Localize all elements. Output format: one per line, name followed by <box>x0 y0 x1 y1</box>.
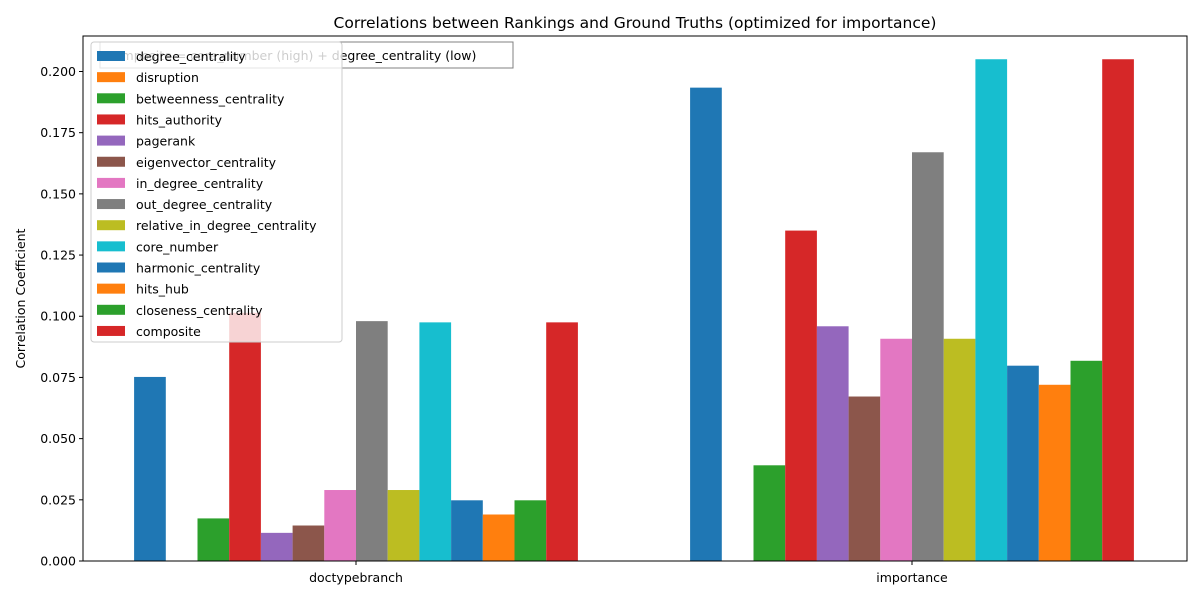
bar-composite-importance <box>1102 59 1134 561</box>
legend-swatch-out_degree_centrality <box>97 199 125 210</box>
bar-relative_in_degree_centrality-doctypebranch <box>387 490 420 561</box>
x-tick-label: importance <box>876 570 948 585</box>
y-tick-label: 0.175 <box>40 125 76 140</box>
bar-in_degree_centrality-importance <box>880 338 912 561</box>
bar-closeness_centrality-doctypebranch <box>514 500 547 561</box>
bar-core_number-doctypebranch <box>419 322 452 561</box>
y-tick-label: 0.075 <box>40 370 76 385</box>
y-tick-label: 0.200 <box>40 64 76 79</box>
bar-degree_centrality-importance <box>690 87 722 561</box>
legend-label-in_degree_centrality: in_degree_centrality <box>136 176 264 191</box>
bar-degree_centrality-doctypebranch <box>134 376 166 561</box>
y-tick-label: 0.150 <box>40 186 76 201</box>
legend-swatch-in_degree_centrality <box>97 177 125 188</box>
bar-harmonic_centrality-importance <box>1007 365 1039 561</box>
legend-label-out_degree_centrality: out_degree_centrality <box>136 197 273 212</box>
bar-pagerank-doctypebranch <box>260 532 293 561</box>
bars-group <box>134 59 1134 561</box>
legend-swatch-relative_in_degree_centrality <box>97 220 125 231</box>
legend-label-hits_authority: hits_authority <box>136 112 223 127</box>
legend-label-composite: composite <box>136 324 201 339</box>
legend: degree_centrality disruption betweenness_c… <box>90 41 343 343</box>
legend-swatch-core_number <box>97 241 125 252</box>
legend-swatch-eigenvector_centrality <box>97 156 125 167</box>
legend-label-closeness_centrality: closeness_centrality <box>136 303 263 318</box>
bar-hits_authority-importance <box>785 230 817 561</box>
y-tick-label: 0.050 <box>40 431 76 446</box>
bar-out_degree_centrality-importance <box>912 152 944 561</box>
chart-title: Correlations between Rankings and Ground… <box>334 14 937 32</box>
legend-swatch-composite <box>97 325 125 336</box>
bar-harmonic_centrality-doctypebranch <box>451 500 483 561</box>
bar-core_number-importance <box>975 59 1008 561</box>
legend-label-relative_in_degree_centrality: relative_in_degree_centrality <box>136 218 317 233</box>
legend-label-hits_hub: hits_hub <box>136 282 189 297</box>
plot-frame <box>82 35 1188 562</box>
legend-label-eigenvector_centrality: eigenvector_centrality <box>136 155 277 170</box>
bar-out_degree_centrality-doctypebranch <box>356 321 388 561</box>
legend-swatch-hits_authority <box>97 114 125 125</box>
y-tick-label: 0.100 <box>40 309 76 324</box>
bar-hits_hub-doctypebranch <box>482 514 515 561</box>
legend-swatch-pagerank <box>97 135 125 146</box>
bar-pagerank-importance <box>816 326 849 561</box>
bar-relative_in_degree_centrality-importance <box>943 338 976 561</box>
legend-label-betweenness_centrality: betweenness_centrality <box>136 91 285 106</box>
bar-betweenness_centrality-importance <box>753 465 786 561</box>
legend-frame <box>90 41 343 343</box>
bar-closeness_centrality-importance <box>1070 360 1103 561</box>
bar-eigenvector_centrality-importance <box>848 396 881 561</box>
bar-hits_hub-importance <box>1038 384 1071 561</box>
legend-swatch-closeness_centrality <box>97 304 125 315</box>
legend-swatch-degree_centrality <box>97 51 125 61</box>
bar-eigenvector_centrality-doctypebranch <box>292 525 325 561</box>
bar-betweenness_centrality-doctypebranch <box>197 518 230 561</box>
y-tick-label: 0.025 <box>40 492 76 507</box>
bar-in_degree_centrality-doctypebranch <box>324 490 356 561</box>
bar-hits_authority-doctypebranch <box>229 312 261 561</box>
axes: 0.000 0.025 0.050 0.075 0.100 0.125 0.150 0.175… <box>40 35 1188 585</box>
legend-label-degree_centrality: degree_centrality <box>136 49 246 64</box>
y-tick-label: 0.000 <box>40 554 76 569</box>
legend-swatch-betweenness_centrality <box>97 93 125 104</box>
bar-composite-doctypebranch <box>546 322 578 561</box>
legend-swatch-disruption <box>97 72 125 83</box>
x-tick-label: doctypebranch <box>309 570 403 585</box>
legend-swatch-harmonic_centrality <box>97 262 125 273</box>
legend-label-core_number: core_number <box>136 239 219 254</box>
legend-label-pagerank: pagerank <box>136 134 196 149</box>
legend-swatch-hits_hub <box>97 283 125 294</box>
legend-label-harmonic_centrality: harmonic_centrality <box>136 261 261 276</box>
legend-label-disruption: disruption <box>136 70 199 85</box>
y-tick-label: 0.125 <box>40 248 76 263</box>
y-axis-label: Correlation Coefficient <box>13 228 28 368</box>
